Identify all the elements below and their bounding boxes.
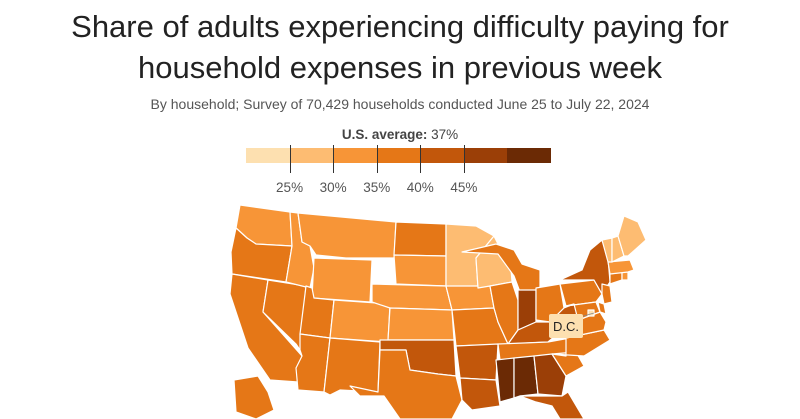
state-nj[interactable] bbox=[601, 283, 613, 305]
state-mt[interactable] bbox=[297, 212, 397, 259]
legend-swatch bbox=[507, 148, 552, 163]
state-ak[interactable] bbox=[233, 375, 275, 419]
us-average: U.S. average: 37% bbox=[0, 127, 800, 142]
state-sd[interactable] bbox=[393, 254, 447, 287]
state-ia[interactable] bbox=[445, 285, 495, 311]
legend-swatch bbox=[333, 148, 377, 163]
legend-swatch bbox=[376, 148, 421, 163]
state-fl[interactable] bbox=[519, 391, 585, 419]
state-mi[interactable] bbox=[461, 243, 541, 293]
legend-tick bbox=[376, 145, 378, 173]
legend-tick bbox=[420, 145, 422, 173]
state-ks[interactable] bbox=[387, 307, 455, 341]
dc-label: D.C. bbox=[549, 314, 583, 338]
us-map bbox=[229, 204, 647, 419]
chart-title: Share of adults experiencing difficulty … bbox=[0, 6, 800, 88]
state-ms[interactable] bbox=[495, 357, 515, 403]
legend-tick-label: 30% bbox=[319, 180, 347, 195]
legend-swatch bbox=[289, 148, 334, 163]
state-tx[interactable] bbox=[349, 349, 463, 419]
chart-subtitle: By household; Survey of 70,429 household… bbox=[150, 96, 650, 112]
title-line-1: Share of adults experiencing difficulty … bbox=[71, 9, 729, 44]
state-wy[interactable] bbox=[311, 257, 373, 303]
legend-tick-label: 45% bbox=[450, 180, 478, 195]
state-nd[interactable] bbox=[393, 221, 447, 257]
legend-tick bbox=[463, 145, 465, 173]
state-ne[interactable] bbox=[371, 283, 453, 311]
legend-tick-label: 40% bbox=[406, 180, 434, 195]
legend-tick-label: 35% bbox=[363, 180, 391, 195]
state-ar[interactable] bbox=[455, 343, 499, 381]
state-me[interactable] bbox=[617, 215, 647, 257]
us-average-label: U.S. average: bbox=[341, 127, 428, 142]
legend-tick-label: 25% bbox=[276, 180, 304, 195]
legend-swatch bbox=[420, 148, 464, 163]
state-pa[interactable] bbox=[559, 279, 603, 307]
legend-tick bbox=[289, 145, 291, 173]
state-co[interactable] bbox=[329, 299, 391, 343]
legend-swatch bbox=[246, 148, 290, 163]
title-line-2: household expenses in previous week bbox=[138, 50, 662, 85]
color-legend bbox=[246, 148, 552, 163]
legend-ticks bbox=[246, 145, 551, 173]
us-average-value: 37% bbox=[431, 127, 459, 142]
state-la[interactable] bbox=[459, 377, 501, 411]
legend-swatch bbox=[463, 148, 508, 163]
state-ri[interactable] bbox=[621, 271, 629, 281]
state-ma[interactable] bbox=[607, 259, 635, 275]
legend-labels: 25% 30% 35% 40% 45% bbox=[246, 180, 551, 196]
state-al[interactable] bbox=[513, 355, 539, 399]
legend-tick bbox=[333, 145, 335, 173]
